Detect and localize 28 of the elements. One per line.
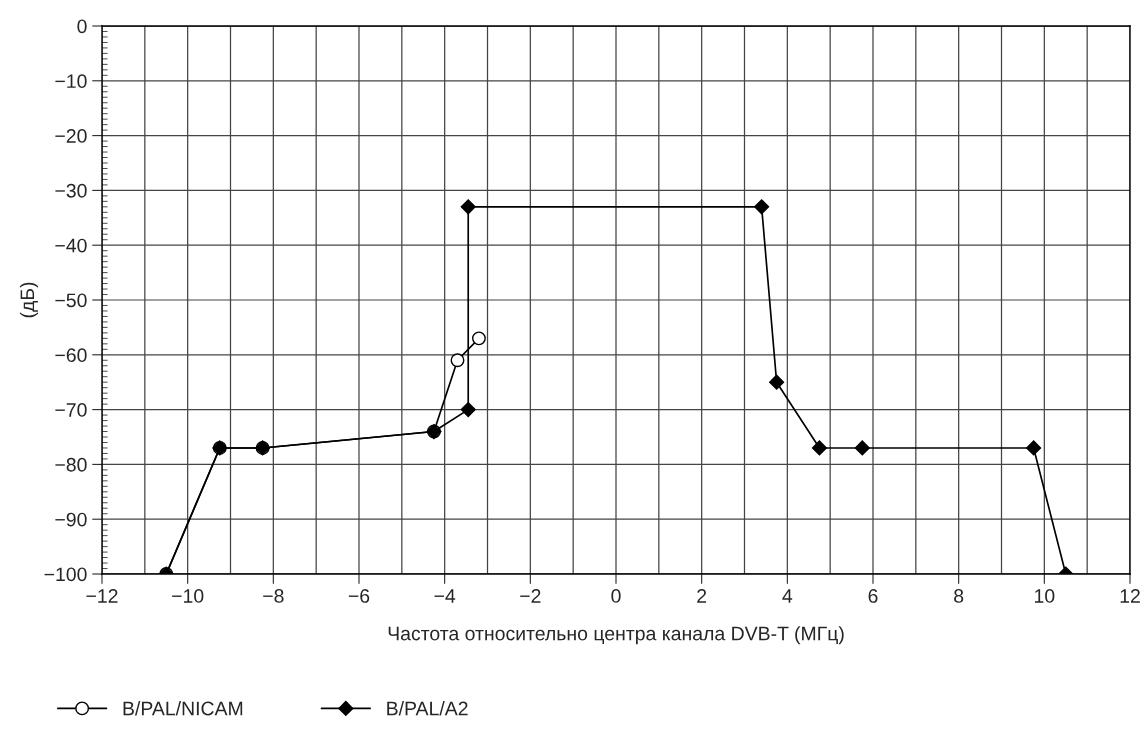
- x-axis-title: Частота относительно центра канала DVB-T (МГц): [388, 626, 844, 645]
- y-tick-label: −30: [55, 183, 87, 198]
- x-tick-label: 8: [954, 589, 964, 603]
- y-tick-label: −100: [44, 567, 87, 582]
- y-tick-label: −40: [55, 238, 87, 253]
- y-tick-label: 0: [77, 19, 87, 34]
- x-tick-label: 12: [1120, 589, 1140, 603]
- x-tick-label: 10: [1035, 589, 1055, 603]
- legend-label: B/PAL/A2: [387, 701, 468, 716]
- x-tick-label: −6: [348, 589, 370, 603]
- y-tick-label: −10: [55, 74, 87, 89]
- y-axis-title: (дБ): [19, 282, 39, 318]
- y-tick-label: −80: [55, 457, 87, 472]
- x-tick-label: −10: [172, 589, 204, 603]
- x-tick-label: 4: [782, 589, 793, 603]
- x-tick-label: −2: [520, 589, 541, 603]
- x-tick-label: 6: [868, 589, 878, 603]
- x-tick-label: −12: [86, 589, 118, 603]
- x-tick-label: 2: [697, 589, 707, 603]
- x-tick-label: −8: [263, 589, 284, 603]
- x-tick-label: −4: [434, 589, 456, 603]
- y-tick-label: −60: [55, 348, 87, 363]
- y-tick-label: −50: [55, 293, 87, 308]
- y-tick-label: −90: [55, 512, 87, 527]
- y-tick-label: −70: [55, 403, 87, 417]
- y-tick-label: −20: [55, 129, 87, 143]
- legend-label: B/PAL/NICAM: [123, 701, 243, 716]
- x-tick-label: 0: [611, 589, 621, 603]
